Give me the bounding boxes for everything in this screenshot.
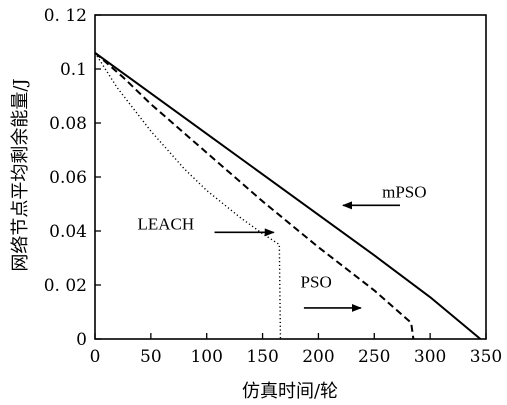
y-tick-label: 0. 02	[44, 276, 87, 296]
annotation-label-mpso: mPSO	[382, 182, 426, 201]
x-tick-label: 50	[140, 347, 162, 367]
y-tick-label: 0.04	[49, 222, 87, 242]
x-tick-label: 150	[246, 347, 278, 367]
x-tick-label: 100	[190, 347, 222, 367]
y-axis-title: 网络节点平均剩余能量/J	[10, 78, 31, 271]
x-tick-label: 350	[470, 347, 502, 367]
annotation-label-leach: LEACH	[137, 215, 194, 234]
series-line-mpso	[94, 51, 482, 340]
y-tick-label: 0.06	[49, 168, 87, 188]
y-tick-label: 0. 12	[44, 6, 87, 26]
y-tick-label: 0.08	[49, 114, 87, 134]
series-line-leach	[94, 52, 282, 340]
y-tick-label: 0.1	[60, 60, 87, 80]
x-tick-label: 200	[302, 347, 334, 367]
x-tick-label: 250	[358, 347, 390, 367]
annotation-label-pso: PSO	[301, 273, 332, 292]
series-line-pso	[94, 52, 415, 340]
x-tick-label: 300	[414, 347, 446, 367]
x-tick-label: 0	[90, 347, 101, 367]
plot-frame	[94, 14, 487, 340]
x-axis-title: 仿真时间/轮	[242, 381, 338, 402]
y-tick-label: 0	[76, 330, 87, 350]
